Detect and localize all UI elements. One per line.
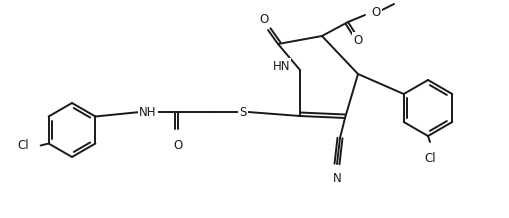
Text: O: O (370, 5, 380, 19)
Text: HN: HN (272, 60, 290, 73)
Text: O: O (353, 34, 362, 46)
Text: O: O (259, 12, 268, 26)
Text: NH: NH (139, 106, 156, 119)
Text: Cl: Cl (423, 152, 435, 165)
Text: Cl: Cl (17, 139, 29, 152)
Text: N: N (332, 172, 341, 185)
Text: S: S (239, 106, 246, 119)
Text: O: O (173, 139, 182, 152)
